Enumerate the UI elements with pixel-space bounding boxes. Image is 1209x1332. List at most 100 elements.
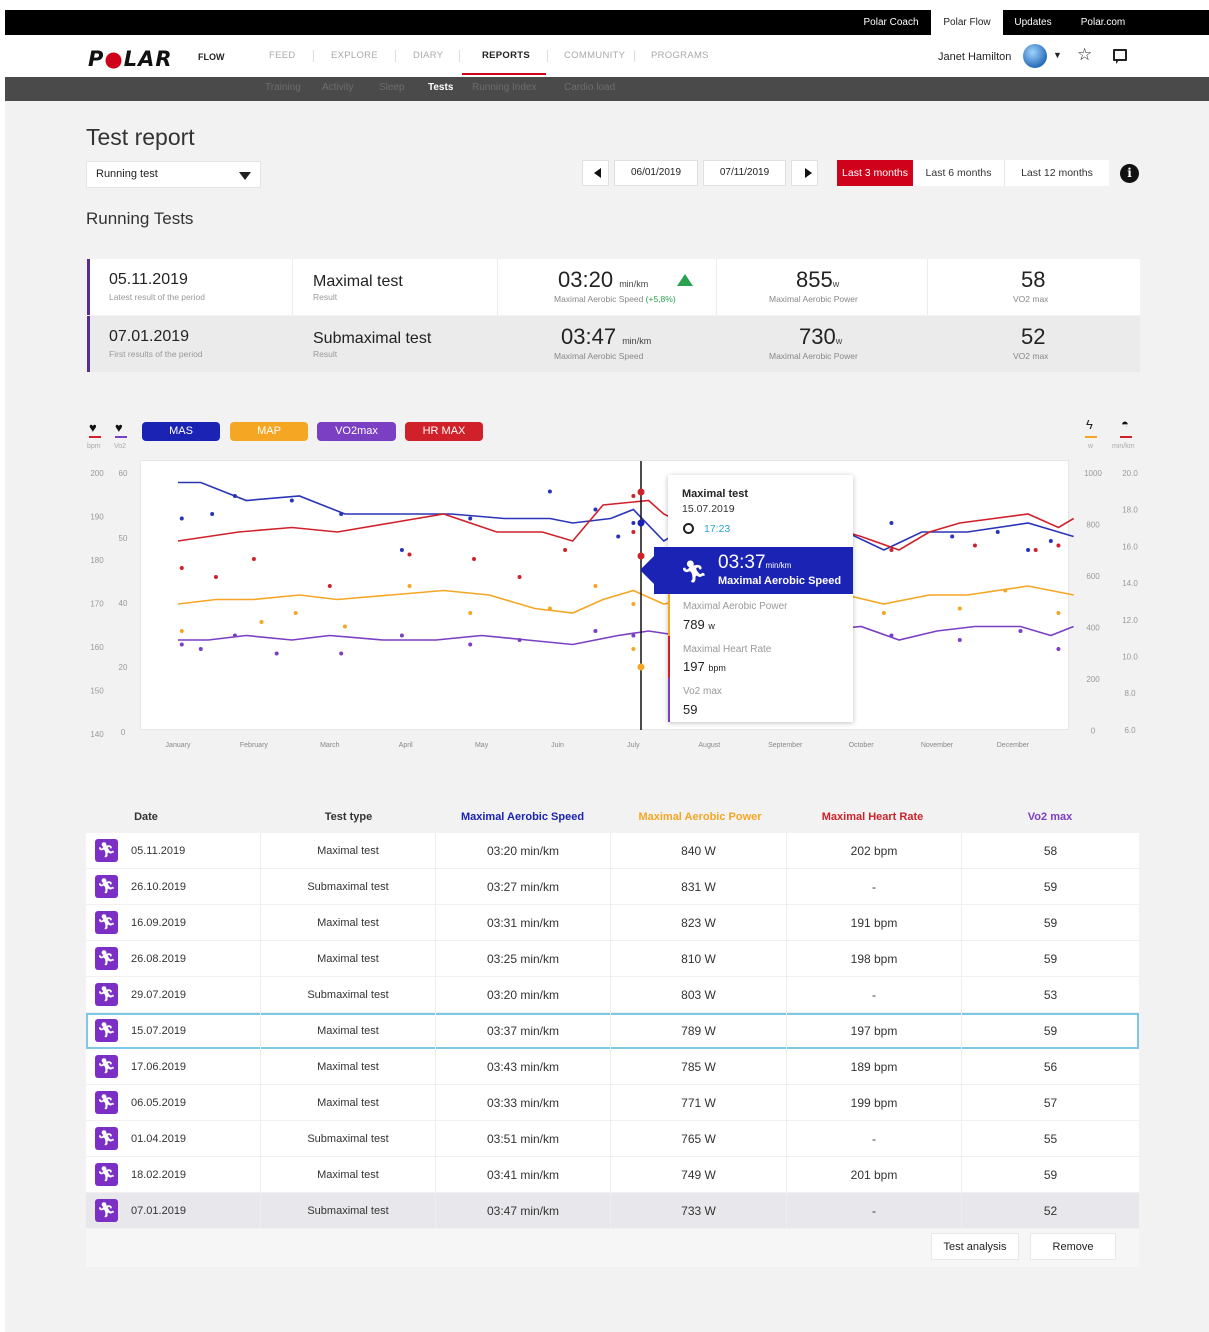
data-point [399,548,404,552]
legend-pill-mas[interactable]: MAS [142,422,220,441]
table-row[interactable]: 🏃︎ 07.01.2019 Submaximal test 03:47 min/km 7… [86,1193,1139,1229]
topbar-link-updates[interactable]: Updates [1014,17,1052,28]
row-mas: 03:37 min/km [436,1013,611,1049]
table-header-test-type[interactable]: Test type [324,811,373,823]
data-point [517,575,522,579]
table-header-vo2[interactable]: Vo2 max [1027,811,1073,823]
legend-pill-map[interactable]: MAP [230,422,308,441]
legend-pill-hrmax[interactable]: HR MAX [405,422,483,441]
subnav-item-running-index[interactable]: Running Index [472,82,537,93]
range-last-12-months[interactable]: Last 12 months [1005,160,1109,186]
summary-vo2-value: 58 [1021,267,1046,292]
x-tick-month: October [849,742,875,749]
nav-item-feed[interactable]: FEED [269,50,296,61]
tooltip-map-label: Maximal Aerobic Power [683,601,788,612]
row-hr: - [787,1121,962,1157]
table-row[interactable]: 🏃︎ 26.10.2019 Submaximal test 03:27 min/km 8… [86,869,1139,905]
table-row[interactable]: 🏃︎ 18.02.2019 Maximal test 03:41 min/km 749 … [86,1157,1139,1193]
summary-map-value: 855w [796,267,840,292]
row-test-type: Maximal test [261,905,436,941]
row-map: 803 W [611,977,787,1013]
star-icon[interactable]: ☆ [1077,45,1093,64]
subnav-item-activity[interactable]: Activity [322,82,354,93]
y-tick-w: 400 [1086,624,1100,633]
subnav-item-sleep[interactable]: Sleep [379,82,405,93]
table-row[interactable]: 🏃︎ 06.05.2019 Maximal test 03:33 min/km 771 … [86,1085,1139,1121]
nav-item-reports[interactable]: REPORTS [482,50,531,61]
data-point [631,521,636,525]
nav-item-explore[interactable]: EXPLORE [331,50,378,61]
row-mas: 03:27 min/km [436,869,611,905]
summary-latest: 05.11.2019 Latest result of the period M… [87,259,1140,315]
x-tick-month: February [240,742,269,749]
start-date-field[interactable]: 06/01/2019 [614,160,698,186]
table-row[interactable]: 🏃︎ 26.08.2019 Maximal test 03:25 min/km 810 … [86,941,1139,977]
data-point [210,512,215,516]
polar-logo[interactable]: P●LAR [88,47,173,71]
test-chart: 2001901801701601501406050402001000800600… [90,461,1138,749]
tooltip-time: 17:23 [704,523,731,535]
subnav-item-training[interactable]: Training [265,82,301,93]
row-mas: 03:47 min/km [436,1193,611,1229]
row-vo2: 56 [1043,1060,1058,1074]
avatar[interactable] [1023,44,1047,68]
row-test-type: Maximal test [261,941,436,977]
row-mas: 03:25 min/km [436,941,611,977]
table-header-hr[interactable]: Maximal Heart Rate [821,811,924,823]
tooltip-mas-value: 03:37min/km [718,552,792,573]
row-vo2: 59 [1043,952,1058,966]
legend-pill-vo2max[interactable]: VO2max [317,422,396,441]
test-analysis-button[interactable]: Test analysis [931,1233,1019,1260]
user-name[interactable]: Janet Hamilton [938,51,1012,63]
data-point [289,498,294,503]
x-tick-month: September [768,742,803,749]
y-tick-minkm: 18.0 [1122,506,1138,515]
flow-label: FLOW [198,52,225,62]
topbar-link-polar-coach[interactable]: Polar Coach [863,17,919,28]
next-period-button[interactable] [791,160,818,186]
row-map: 840 W [611,833,787,869]
end-date-field[interactable]: 07/11/2019 [703,160,786,186]
data-point [881,611,886,615]
nav-item-programs[interactable]: PROGRAMS [651,50,709,61]
table-header-map[interactable]: Maximal Aerobic Power [638,811,762,823]
power-icon: ϟ [1086,417,1093,432]
y-tick-vo2: 0 [121,728,126,737]
subnav-item-cardio-load[interactable]: Cardio load [564,82,616,93]
topbar-link-polar-flow[interactable]: Polar Flow [931,10,1003,35]
table-row[interactable]: 🏃︎ 16.09.2019 Maximal test 03:31 min/km 823 … [86,905,1139,941]
prev-period-button[interactable] [582,160,609,186]
nav-item-diary[interactable]: DIARY [413,50,444,61]
range-last-3-months[interactable]: Last 3 months [837,160,913,186]
table-row[interactable]: 🏃︎ 15.07.2019 Maximal test 03:37 min/km 789 … [86,1013,1139,1049]
table-row[interactable]: 🏃︎ 29.07.2019 Submaximal test 03:20 min/km 8… [86,977,1139,1013]
y-tick-minkm: 12.0 [1122,616,1138,625]
y-tick-w: 800 [1086,521,1100,530]
y-tick-bpm: 170 [90,600,104,609]
data-point [517,638,522,642]
row-mas: 03:20 min/km [436,977,611,1013]
subnav-item-tests[interactable]: Tests [428,82,454,93]
row-map: 785 W [611,1049,787,1085]
table-row[interactable]: 🏃︎ 05.11.2019 Maximal test 03:20 min/km 840 … [86,833,1139,869]
table-header-mas[interactable]: Maximal Aerobic Speed [460,811,585,823]
row-vo2: 57 [1043,1096,1058,1110]
message-icon[interactable] [1113,49,1127,64]
topbar-link-polar-com[interactable]: Polar.com [1080,17,1126,28]
summary-test-type: Maximal test [313,273,403,290]
range-last-6-months[interactable]: Last 6 months [913,160,1005,186]
table-row[interactable]: 🏃︎ 01.04.2019 Submaximal test 03:51 min/km 7… [86,1121,1139,1157]
nav-item-community[interactable]: COMMUNITY [564,50,626,61]
data-point [889,521,894,525]
info-icon[interactable]: i [1120,164,1139,183]
chevron-down-icon[interactable]: ▼ [1053,50,1062,60]
row-test-type: Maximal test [261,1049,436,1085]
data-point [547,489,552,494]
test-type-select[interactable]: Running test [86,161,261,188]
data-point [972,543,977,548]
table-row[interactable]: 🏃︎ 17.06.2019 Maximal test 03:43 min/km 785 … [86,1049,1139,1085]
summary-map-caption: Maximal Aerobic Power [769,294,858,304]
row-map: 810 W [611,941,787,977]
table-header-date[interactable]: Date [134,811,158,823]
remove-button[interactable]: Remove [1030,1233,1116,1260]
